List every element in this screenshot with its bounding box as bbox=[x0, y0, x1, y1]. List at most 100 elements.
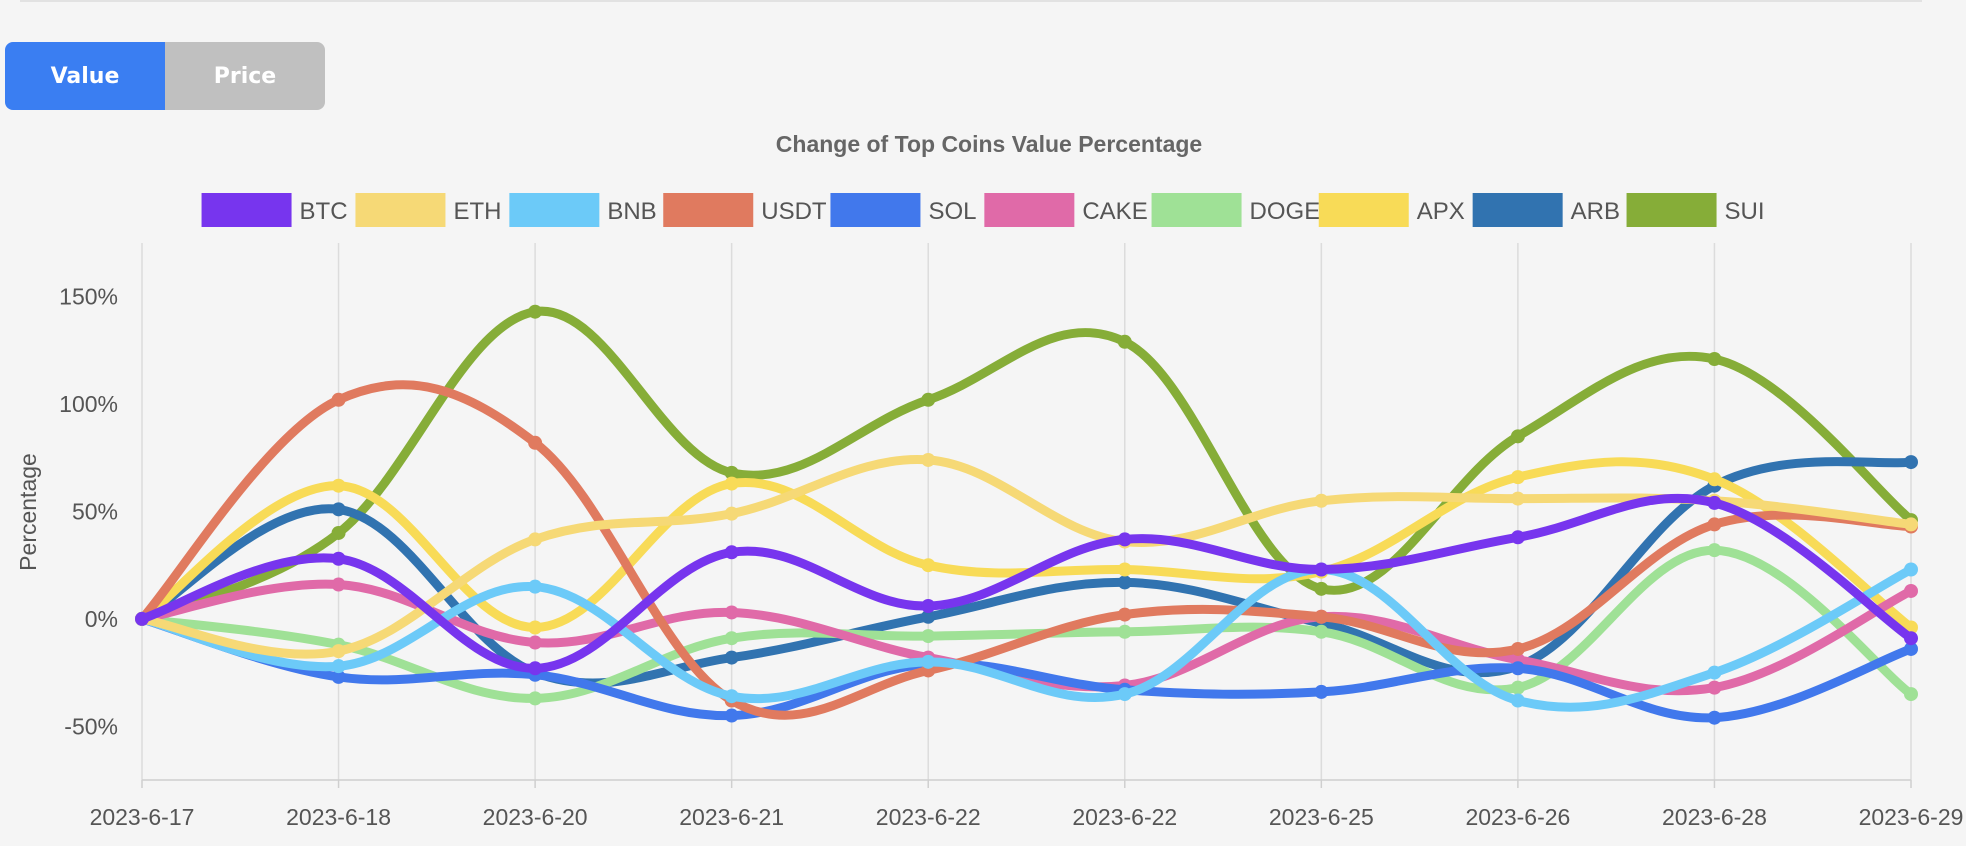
x-tick-label: 2023-6-22 bbox=[1072, 804, 1177, 830]
data-point-doge bbox=[1117, 624, 1132, 639]
chart-series bbox=[135, 304, 1918, 725]
data-point-eth bbox=[1510, 491, 1525, 506]
legend-label-btc: BTC bbox=[300, 198, 348, 225]
x-tick-label: 2023-6-21 bbox=[679, 804, 784, 830]
data-point-eth bbox=[331, 644, 346, 659]
legend-item-apx: APX bbox=[1318, 193, 1465, 227]
legend-item-sui: SUI bbox=[1626, 193, 1765, 227]
series-line-btc bbox=[137, 493, 1916, 673]
legend-label-usdt: USDT bbox=[761, 198, 827, 225]
data-point-btc bbox=[1707, 495, 1722, 510]
y-tick-label: 100% bbox=[59, 391, 118, 417]
legend-item-doge: DOGE bbox=[1151, 193, 1321, 227]
legend-swatch-btc bbox=[201, 193, 292, 227]
x-tick-label: 2023-6-17 bbox=[90, 804, 195, 830]
data-point-apx bbox=[921, 558, 936, 573]
value-toggle-button[interactable]: Value bbox=[5, 42, 165, 110]
data-point-doge bbox=[724, 631, 739, 646]
data-point-doge bbox=[1510, 680, 1525, 695]
data-point-sui bbox=[724, 465, 739, 480]
data-point-sol bbox=[1510, 661, 1525, 676]
data-point-bnb bbox=[528, 579, 543, 594]
data-point-sui bbox=[331, 525, 346, 540]
data-point-cake bbox=[331, 577, 346, 592]
data-point-usdt bbox=[1707, 517, 1722, 532]
legend-item-btc: BTC bbox=[201, 193, 348, 227]
data-point-btc bbox=[921, 599, 936, 614]
price-toggle-button[interactable]: Price bbox=[165, 42, 325, 110]
data-point-bnb bbox=[1510, 693, 1525, 708]
data-point-sol bbox=[1314, 684, 1329, 699]
y-tick-label: -50% bbox=[64, 713, 118, 739]
x-tick-label: 2023-6-28 bbox=[1662, 804, 1767, 830]
x-tick-label: 2023-6-18 bbox=[286, 804, 391, 830]
data-point-arb bbox=[921, 609, 936, 624]
data-point-apx bbox=[1707, 472, 1722, 487]
data-point-arb bbox=[331, 502, 346, 517]
data-point-doge bbox=[921, 629, 936, 644]
legend-swatch-usdt bbox=[663, 193, 754, 227]
data-point-eth bbox=[724, 506, 739, 521]
data-point-doge bbox=[1707, 543, 1722, 558]
data-point-sui bbox=[921, 392, 936, 407]
data-point-btc bbox=[1510, 530, 1525, 545]
data-point-doge bbox=[528, 691, 543, 706]
data-point-btc bbox=[331, 551, 346, 566]
data-point-sol bbox=[331, 669, 346, 684]
y-tick-label: 150% bbox=[59, 284, 118, 310]
value-price-toggle: Value Price bbox=[5, 42, 325, 110]
y-tick-label: 0% bbox=[85, 606, 118, 632]
legend-item-eth: ETH bbox=[355, 193, 501, 227]
data-point-btc bbox=[1314, 562, 1329, 577]
legend-swatch-eth bbox=[355, 193, 446, 227]
legend-swatch-sol bbox=[830, 193, 921, 227]
data-point-usdt bbox=[331, 392, 346, 407]
chart-legend: BTC ETH BNB USDT SOL CAKE DOGE APX ARB SUI bbox=[201, 193, 1765, 227]
data-point-sui bbox=[1707, 351, 1722, 366]
data-point-bnb bbox=[1707, 665, 1722, 680]
legend-label-apx: APX bbox=[1417, 198, 1465, 225]
data-point-apx bbox=[1117, 562, 1132, 577]
data-point-bnb bbox=[1904, 562, 1918, 577]
legend-swatch-doge bbox=[1151, 193, 1242, 227]
legend-swatch-sui bbox=[1626, 193, 1717, 227]
data-point-doge bbox=[1314, 624, 1329, 639]
legend-label-eth: ETH bbox=[453, 198, 501, 225]
legend-label-sui: SUI bbox=[1725, 198, 1765, 225]
legend-item-usdt: USDT bbox=[663, 193, 827, 227]
y-tick-label: 50% bbox=[72, 499, 118, 525]
data-point-sol bbox=[1904, 641, 1918, 656]
series-line-arb bbox=[137, 457, 1916, 688]
data-point-cake bbox=[1707, 680, 1722, 695]
data-point-eth bbox=[1314, 493, 1329, 508]
series-line-eth bbox=[137, 455, 1916, 659]
data-point-cake bbox=[724, 605, 739, 620]
data-point-sui bbox=[1117, 334, 1132, 349]
legend-item-cake: CAKE bbox=[984, 193, 1148, 227]
legend-item-arb: ARB bbox=[1472, 193, 1620, 227]
data-point-apx bbox=[1510, 470, 1525, 485]
legend-label-arb: ARB bbox=[1571, 198, 1620, 225]
data-point-bnb bbox=[331, 659, 346, 674]
x-tick-label: 2023-6-25 bbox=[1269, 804, 1374, 830]
data-point-bnb bbox=[1117, 687, 1132, 702]
legend-item-bnb: BNB bbox=[509, 193, 657, 227]
data-point-btc bbox=[1117, 532, 1132, 547]
data-point-eth bbox=[921, 452, 936, 467]
legend-swatch-arb bbox=[1472, 193, 1563, 227]
y-axis-title: Percentage bbox=[15, 453, 41, 571]
series-line-apx bbox=[137, 457, 1916, 633]
series-line-usdt bbox=[137, 380, 1916, 720]
data-point-bnb bbox=[921, 654, 936, 669]
data-point-arb bbox=[1904, 455, 1918, 470]
data-point-apx bbox=[331, 478, 346, 493]
legend-label-doge: DOGE bbox=[1250, 198, 1321, 225]
data-point-sol bbox=[1707, 710, 1722, 725]
top-divider bbox=[20, 0, 1922, 2]
chart-title: Change of Top Coins Value Percentage bbox=[776, 131, 1202, 157]
data-point-arb bbox=[1117, 575, 1132, 590]
legend-label-sol: SOL bbox=[928, 198, 976, 225]
data-point-apx bbox=[528, 620, 543, 635]
x-tick-label: 2023-6-22 bbox=[876, 804, 981, 830]
